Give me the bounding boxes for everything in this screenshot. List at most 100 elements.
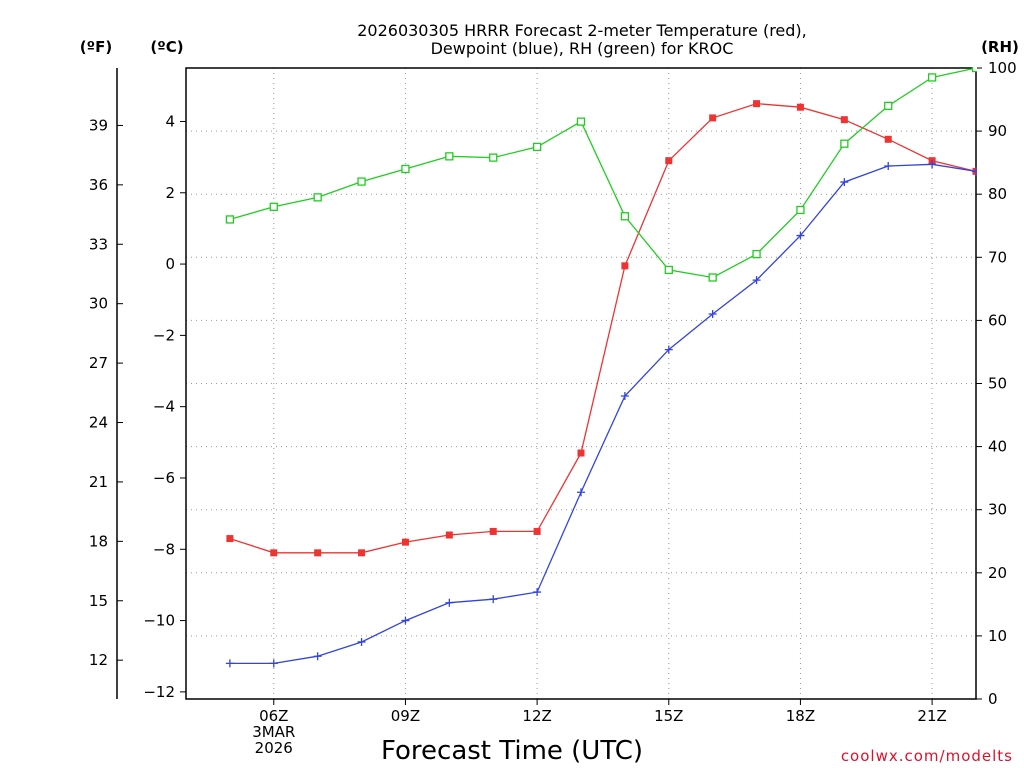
dewpoint-point bbox=[445, 598, 454, 607]
dewpoint-point bbox=[840, 178, 849, 187]
temperature-line bbox=[229, 102, 977, 554]
series-layer bbox=[225, 67, 1024, 668]
rh-point bbox=[357, 177, 366, 186]
dewpoint-point bbox=[357, 637, 366, 646]
celsius-tick-label: −10 bbox=[143, 612, 175, 630]
temperature-point bbox=[401, 538, 409, 546]
rh-point bbox=[664, 265, 673, 275]
rh-tick-label: 60 bbox=[988, 311, 1007, 329]
rh-tick-label: 30 bbox=[988, 501, 1007, 519]
fahrenheit-tick-label: 39 bbox=[89, 116, 108, 134]
x-tick-label: 21Z bbox=[917, 707, 946, 725]
celsius-tick-label: 0 bbox=[165, 255, 175, 273]
x-tick-label: 15Z bbox=[654, 707, 683, 725]
fahrenheit-tick-label: 18 bbox=[89, 532, 108, 550]
x-tick-label: 09Z bbox=[391, 707, 420, 725]
temperature-point bbox=[489, 527, 497, 535]
dewpoint-point bbox=[313, 652, 322, 661]
unit-celsius: (ºC) bbox=[150, 38, 183, 56]
chart-title-line-1: 2026030305 HRRR Forecast 2-meter Tempera… bbox=[357, 21, 807, 40]
temperature-point bbox=[884, 135, 892, 143]
dewpoint-point bbox=[664, 345, 673, 354]
temperature-point bbox=[226, 535, 234, 543]
rh-tick-label: 40 bbox=[988, 438, 1007, 456]
rh-point bbox=[927, 73, 937, 82]
rh-point bbox=[752, 249, 761, 259]
fahrenheit-tick-label: 15 bbox=[89, 592, 108, 610]
rh-point bbox=[225, 215, 235, 224]
celsius-tick-label: 2 bbox=[165, 184, 175, 202]
rh-point bbox=[532, 142, 542, 152]
fahrenheit-tick-label: 36 bbox=[89, 176, 108, 194]
rh-point bbox=[796, 205, 805, 215]
dewpoint-point bbox=[884, 162, 893, 171]
dewpoint-point bbox=[489, 595, 498, 604]
dewpoint-point bbox=[928, 160, 937, 169]
fahrenheit-tick-label: 21 bbox=[89, 473, 108, 491]
rh-tick-label: 50 bbox=[988, 375, 1007, 393]
plot-frame bbox=[185, 67, 977, 700]
rh-point bbox=[708, 273, 717, 282]
rh-tick-label: 70 bbox=[988, 248, 1007, 266]
rh-tick-label: 90 bbox=[988, 122, 1007, 140]
celsius-tick-label: −2 bbox=[153, 326, 175, 344]
temperature-point bbox=[840, 116, 848, 124]
celsius-tick-label: −12 bbox=[143, 683, 175, 701]
fahrenheit-tick-label: 33 bbox=[89, 235, 108, 253]
celsius-tick-label: 4 bbox=[165, 112, 175, 130]
grid-lines bbox=[186, 68, 976, 699]
celsius-tick-label: −8 bbox=[153, 540, 175, 558]
fahrenheit-tick-label: 27 bbox=[89, 354, 108, 372]
dewpoint-point bbox=[225, 659, 234, 668]
rh-point bbox=[489, 153, 498, 162]
rh-line bbox=[229, 67, 977, 279]
unit-rh: (RH) bbox=[981, 38, 1019, 56]
fahrenheit-tick-label: 12 bbox=[89, 651, 108, 669]
rh-point bbox=[884, 101, 893, 111]
dewpoint-point bbox=[577, 488, 585, 497]
rh-tick-label: 0 bbox=[988, 690, 998, 708]
rh-point bbox=[840, 139, 849, 148]
x-tick-label: 06Z bbox=[259, 707, 288, 725]
fahrenheit-tick-label: 30 bbox=[89, 295, 108, 313]
x-axis-label: Forecast Time (UTC) bbox=[381, 736, 643, 766]
dewpoint-line bbox=[229, 163, 977, 665]
x-tick-label: 18Z bbox=[786, 707, 815, 725]
rh-point bbox=[445, 152, 454, 161]
rh-tick-label: 100 bbox=[988, 59, 1017, 77]
celsius-tick-label: −6 bbox=[153, 469, 175, 487]
dewpoint-point bbox=[1016, 175, 1024, 183]
temperature-point bbox=[665, 157, 673, 165]
credit-text: coolwx.com/modelts bbox=[841, 747, 1013, 765]
rh-tick-label: 80 bbox=[988, 185, 1007, 203]
rh-tick-label: 20 bbox=[988, 564, 1007, 582]
rh-tick-label: 10 bbox=[988, 627, 1007, 645]
rh-point bbox=[401, 164, 410, 174]
temperature-point bbox=[445, 531, 453, 539]
temperature-point bbox=[358, 549, 366, 557]
temperature-point bbox=[533, 527, 541, 535]
temperature-point bbox=[270, 549, 278, 557]
dewpoint-point bbox=[972, 167, 977, 176]
rh-point bbox=[576, 117, 586, 126]
dewpoint-point bbox=[533, 588, 542, 597]
fahrenheit-tick-label: 24 bbox=[89, 414, 108, 432]
dewpoint-point bbox=[796, 231, 805, 240]
dewpoint-point bbox=[401, 616, 410, 625]
rh-point bbox=[971, 67, 977, 73]
celsius-tick-label: −4 bbox=[153, 398, 175, 416]
rh-point bbox=[620, 212, 630, 221]
x-tick-label: 3MAR bbox=[252, 723, 295, 741]
rh-point bbox=[269, 202, 278, 211]
dewpoint-point bbox=[708, 309, 717, 318]
temperature-point bbox=[753, 100, 761, 108]
x-tick-label: 12Z bbox=[522, 707, 551, 725]
temperature-point bbox=[314, 549, 322, 557]
dewpoint-point bbox=[269, 659, 278, 668]
temperature-point bbox=[1016, 175, 1023, 182]
x-tick-label: 2026 bbox=[255, 739, 293, 757]
temperature-point bbox=[709, 114, 717, 122]
dewpoint-point bbox=[620, 391, 629, 400]
